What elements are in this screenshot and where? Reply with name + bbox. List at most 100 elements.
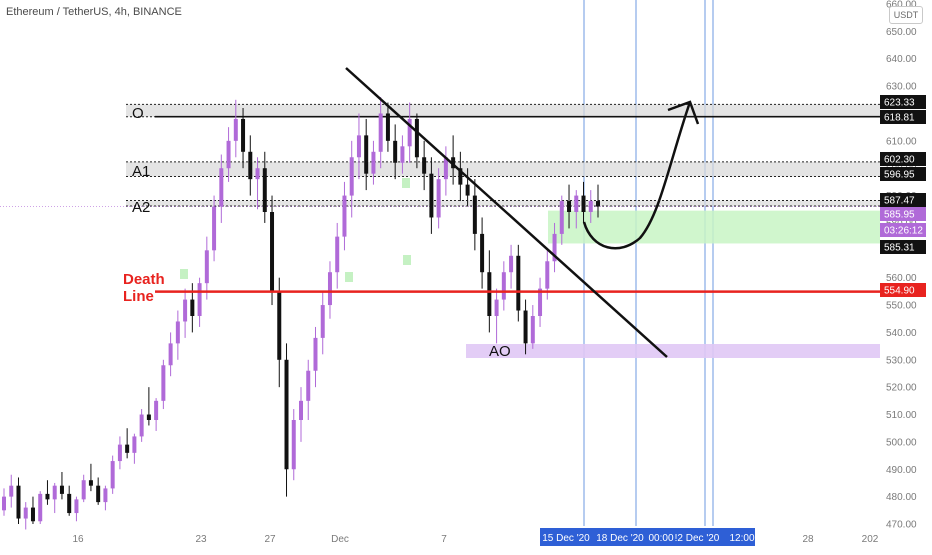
date-badge-label: 15 Dec '20	[542, 533, 590, 544]
candle-body	[248, 151, 253, 180]
candle-body	[545, 261, 550, 289]
time-tick-label: Dec	[331, 534, 349, 545]
price-badge-label: 585.95	[884, 210, 915, 221]
candle-body	[494, 299, 499, 316]
candle-body	[74, 499, 79, 514]
price-badge	[880, 193, 926, 207]
candle-body	[320, 305, 325, 338]
candle-body	[197, 283, 202, 316]
candle-body	[110, 461, 115, 489]
date-badge-label: 12:00	[729, 533, 754, 544]
price-tick-label: 640.00	[886, 54, 917, 65]
price-badge	[880, 207, 926, 221]
candle-body	[16, 485, 21, 519]
candle-body	[284, 359, 289, 470]
signal-marker	[345, 272, 353, 282]
level-band	[126, 104, 880, 117]
candle-body	[23, 507, 28, 519]
price-badge	[880, 95, 926, 109]
candle-body	[364, 135, 369, 174]
price-tick-label: 470.00	[886, 520, 917, 531]
price-badge-label: 585.31	[884, 243, 915, 254]
price-badge-label: 618.81	[884, 113, 915, 124]
projection-curve	[582, 101, 692, 250]
candle-body	[385, 113, 390, 141]
candle-body	[327, 272, 332, 306]
candle-body	[190, 299, 195, 316]
candle-body	[335, 236, 340, 273]
candle-body	[262, 168, 267, 212]
candle-body	[342, 195, 347, 237]
candle-body	[349, 157, 354, 196]
candle-body	[139, 414, 144, 437]
candle-body	[117, 444, 122, 462]
candle-body	[516, 255, 521, 311]
candle-body	[212, 206, 217, 251]
time-tick-label: 23	[195, 534, 207, 545]
candle-body	[407, 118, 412, 147]
candle-body	[552, 233, 557, 262]
price-tick-label: 550.00	[886, 301, 917, 312]
level-label: A1	[132, 163, 150, 180]
level-band	[126, 200, 880, 206]
signal-marker	[180, 269, 188, 279]
price-badges: 623.33 618.81 602.30 596.95 587.47 585.95 03:2…	[880, 95, 926, 297]
candle-body	[436, 179, 441, 218]
date-badge-labels: 15 Dec '20 18 Dec '20 00:00 !2 Dec '20 12:00	[542, 533, 755, 544]
price-tick-label: 660.00	[886, 0, 917, 11]
currency-badge[interactable]: USDT	[889, 6, 923, 24]
candle-body	[96, 485, 101, 503]
candle-body	[132, 436, 137, 453]
candle-body	[52, 485, 57, 500]
candle-body	[183, 299, 188, 322]
candle-body	[270, 212, 275, 292]
death-line-label: Line	[123, 288, 154, 305]
date-badge-label: !2 Dec '20	[675, 533, 720, 544]
green-zone	[548, 210, 880, 244]
candle-body	[30, 507, 35, 522]
candle-body	[371, 151, 376, 174]
symbol-title: Ethereum / TetherUS, 4h, BINANCE	[6, 6, 182, 18]
signal-marker	[402, 178, 410, 188]
candle-body	[480, 233, 485, 273]
candle-body	[378, 113, 383, 152]
candle-body	[414, 118, 419, 158]
candle-body	[451, 157, 456, 169]
candles	[2, 97, 600, 530]
price-axis	[880, 0, 932, 550]
price-badge	[880, 167, 926, 181]
candle-body	[103, 488, 108, 503]
signal-marker	[403, 255, 411, 265]
candle-body	[146, 414, 151, 420]
price-tick-label: 610.00	[886, 136, 917, 147]
price-tick-label: 530.00	[886, 355, 917, 366]
projection-arrowhead	[667, 100, 700, 125]
price-tick-label: 510.00	[886, 410, 917, 421]
candle-body	[125, 444, 130, 453]
time-tick-label: 202	[862, 534, 879, 545]
level-labels: O A1 A2	[132, 105, 150, 216]
candle-body	[154, 400, 159, 420]
candle-body	[523, 310, 528, 344]
level-band	[126, 161, 880, 177]
price-badge	[880, 223, 926, 237]
time-tick-label: 28	[802, 534, 814, 545]
time-tick-label: 7	[441, 534, 447, 545]
price-badge	[880, 152, 926, 166]
candle-body	[175, 321, 180, 344]
price-badge-label: 554.90	[884, 286, 915, 297]
candle-body	[226, 140, 231, 169]
price-tick-label: 540.00	[886, 328, 917, 339]
price-tick-label: 490.00	[886, 465, 917, 476]
ao-label: AO	[489, 343, 511, 360]
candle-body	[574, 195, 579, 212]
candle-body	[487, 272, 492, 316]
price-tick-label: 480.00	[886, 492, 917, 503]
price-tick-label: 560.00	[886, 273, 917, 284]
price-tick-label: 650.00	[886, 27, 917, 38]
time-axis-ticks: 16 23 27 Dec 7 28 202	[72, 534, 878, 545]
candle-body	[422, 157, 427, 174]
candle-body	[581, 195, 586, 212]
